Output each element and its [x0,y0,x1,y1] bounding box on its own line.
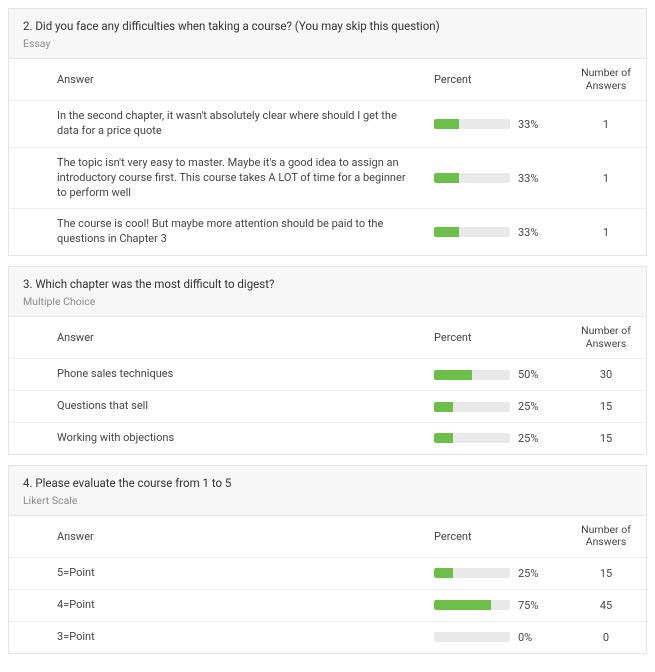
section-subtitle: Multiple Choice [23,295,632,308]
percent-bar-track [434,227,510,237]
answer-text: The topic isn't very easy to master. May… [9,156,426,201]
percent-bar-fill [434,173,459,183]
percent-bar-fill [434,119,459,129]
answer-text: 3=Point [9,630,426,645]
percent-cell: 75% [426,599,566,612]
column-header-number: Number of Answers [566,524,646,549]
table-row: 4=Point 75% 45 [9,590,646,622]
percent-cell: 50% [426,368,566,381]
table-row: The topic isn't very easy to master. May… [9,148,646,210]
percent-bar-track [434,632,510,642]
column-header-row: AnswerPercentNumber of Answers [9,317,646,359]
percent-cell: 25% [426,432,566,445]
column-header-row: AnswerPercentNumber of Answers [9,516,646,558]
percent-label: 25% [518,400,538,413]
number-cell: 30 [566,368,646,381]
section-subtitle: Likert Scale [23,494,632,507]
survey-section: 4. Please evaluate the course from 1 to … [8,465,647,654]
column-header-answer: Answer [9,331,426,344]
table-row: Questions that sell 25% 15 [9,391,646,423]
number-cell: 15 [566,567,646,580]
percent-label: 33% [518,226,538,239]
percent-bar-fill [434,433,453,443]
answer-text: In the second chapter, it wasn't absolut… [9,109,426,139]
column-header-number: Number of Answers [566,67,646,92]
percent-cell: 25% [426,400,566,413]
percent-label: 50% [518,368,538,381]
number-cell: 45 [566,599,646,612]
percent-label: 0% [518,631,532,644]
survey-section: 3. Which chapter was the most difficult … [8,266,647,455]
percent-label: 75% [518,599,538,612]
column-header-number: Number of Answers [566,325,646,350]
table-row: The course is cool! But maybe more atten… [9,209,646,255]
percent-bar-track [434,600,510,610]
percent-bar-track [434,433,510,443]
percent-bar-fill [434,600,491,610]
column-header-row: AnswerPercentNumber of Answers [9,59,646,101]
section-title: 3. Which chapter was the most difficult … [23,277,632,291]
section-subtitle: Essay [23,37,632,50]
percent-bar-track [434,568,510,578]
table-row: 3=Point 0% 0 [9,622,646,653]
percent-cell: 0% [426,631,566,644]
percent-label: 25% [518,432,538,445]
answer-text: Working with objections [9,431,426,446]
column-header-percent: Percent [426,530,566,543]
percent-label: 33% [518,118,538,131]
number-cell: 1 [566,118,646,131]
survey-section: 2. Did you face any difficulties when ta… [8,8,647,256]
number-cell: 1 [566,226,646,239]
table-row: In the second chapter, it wasn't absolut… [9,101,646,148]
percent-bar-track [434,119,510,129]
answer-text: 5=Point [9,566,426,581]
table-row: Working with objections 25% 15 [9,423,646,454]
percent-label: 33% [518,172,538,185]
number-cell: 15 [566,400,646,413]
percent-bar-track [434,402,510,412]
column-header-percent: Percent [426,331,566,344]
percent-bar-track [434,370,510,380]
answer-text: Phone sales techniques [9,367,426,382]
table-row: Phone sales techniques 50% 30 [9,359,646,391]
column-header-percent: Percent [426,73,566,86]
column-header-answer: Answer [9,530,426,543]
percent-bar-fill [434,227,459,237]
number-cell: 0 [566,631,646,644]
section-header: 2. Did you face any difficulties when ta… [9,9,646,59]
percent-cell: 33% [426,118,566,131]
percent-bar-track [434,173,510,183]
answer-text: 4=Point [9,598,426,613]
section-header: 3. Which chapter was the most difficult … [9,267,646,317]
answer-text: The course is cool! But maybe more atten… [9,217,426,247]
section-header: 4. Please evaluate the course from 1 to … [9,466,646,516]
percent-cell: 33% [426,226,566,239]
percent-bar-fill [434,370,472,380]
number-cell: 1 [566,172,646,185]
section-title: 4. Please evaluate the course from 1 to … [23,476,632,490]
percent-bar-fill [434,402,453,412]
percent-cell: 33% [426,172,566,185]
section-title: 2. Did you face any difficulties when ta… [23,19,632,33]
percent-cell: 25% [426,567,566,580]
percent-label: 25% [518,567,538,580]
number-cell: 15 [566,432,646,445]
percent-bar-fill [434,568,453,578]
column-header-answer: Answer [9,73,426,86]
answer-text: Questions that sell [9,399,426,414]
table-row: 5=Point 25% 15 [9,558,646,590]
